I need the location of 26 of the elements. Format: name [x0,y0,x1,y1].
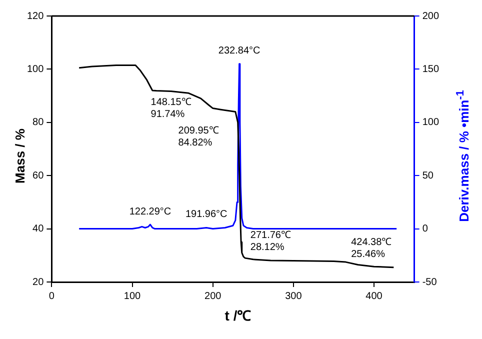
y2-tick-label: 0 [422,224,428,235]
y-tick-label: 100 [26,64,44,75]
annotation: 122.29°C [129,206,172,218]
annotation: 424.38℃ 25.46% [351,237,392,260]
annotation: 209.95℃ 84.82% [178,125,219,148]
y-axis-title: Mass / % [12,128,28,184]
x-tick-label: 200 [204,290,222,302]
y2-tick-label: -50 [422,276,438,288]
y2-tick-label: 150 [422,64,440,75]
annotation: 232.84°C [218,46,260,57]
y-tick-label: 60 [32,170,44,182]
y-tick-label: 120 [26,10,44,22]
x-tick-label: 300 [285,290,302,302]
y-tick-label: 20 [32,276,44,288]
x-tick-label: 100 [124,290,142,302]
annotation: 271.76℃ 28.12% [250,230,291,254]
y2-tick-label: 100 [422,117,440,128]
annotation: 191.96°C [185,208,228,220]
y2-tick-label: 200 [422,10,440,22]
annotation: 148.15℃ 91.74% [150,96,192,120]
x-tick-label: 0 [48,290,55,302]
y-tick-label: 40 [32,224,44,235]
x-axis-title: t /℃ [224,306,252,324]
y2-tick-label: 50 [422,170,434,182]
x-tick-label: 400 [366,290,383,302]
y-tick-label: 80 [32,117,44,128]
